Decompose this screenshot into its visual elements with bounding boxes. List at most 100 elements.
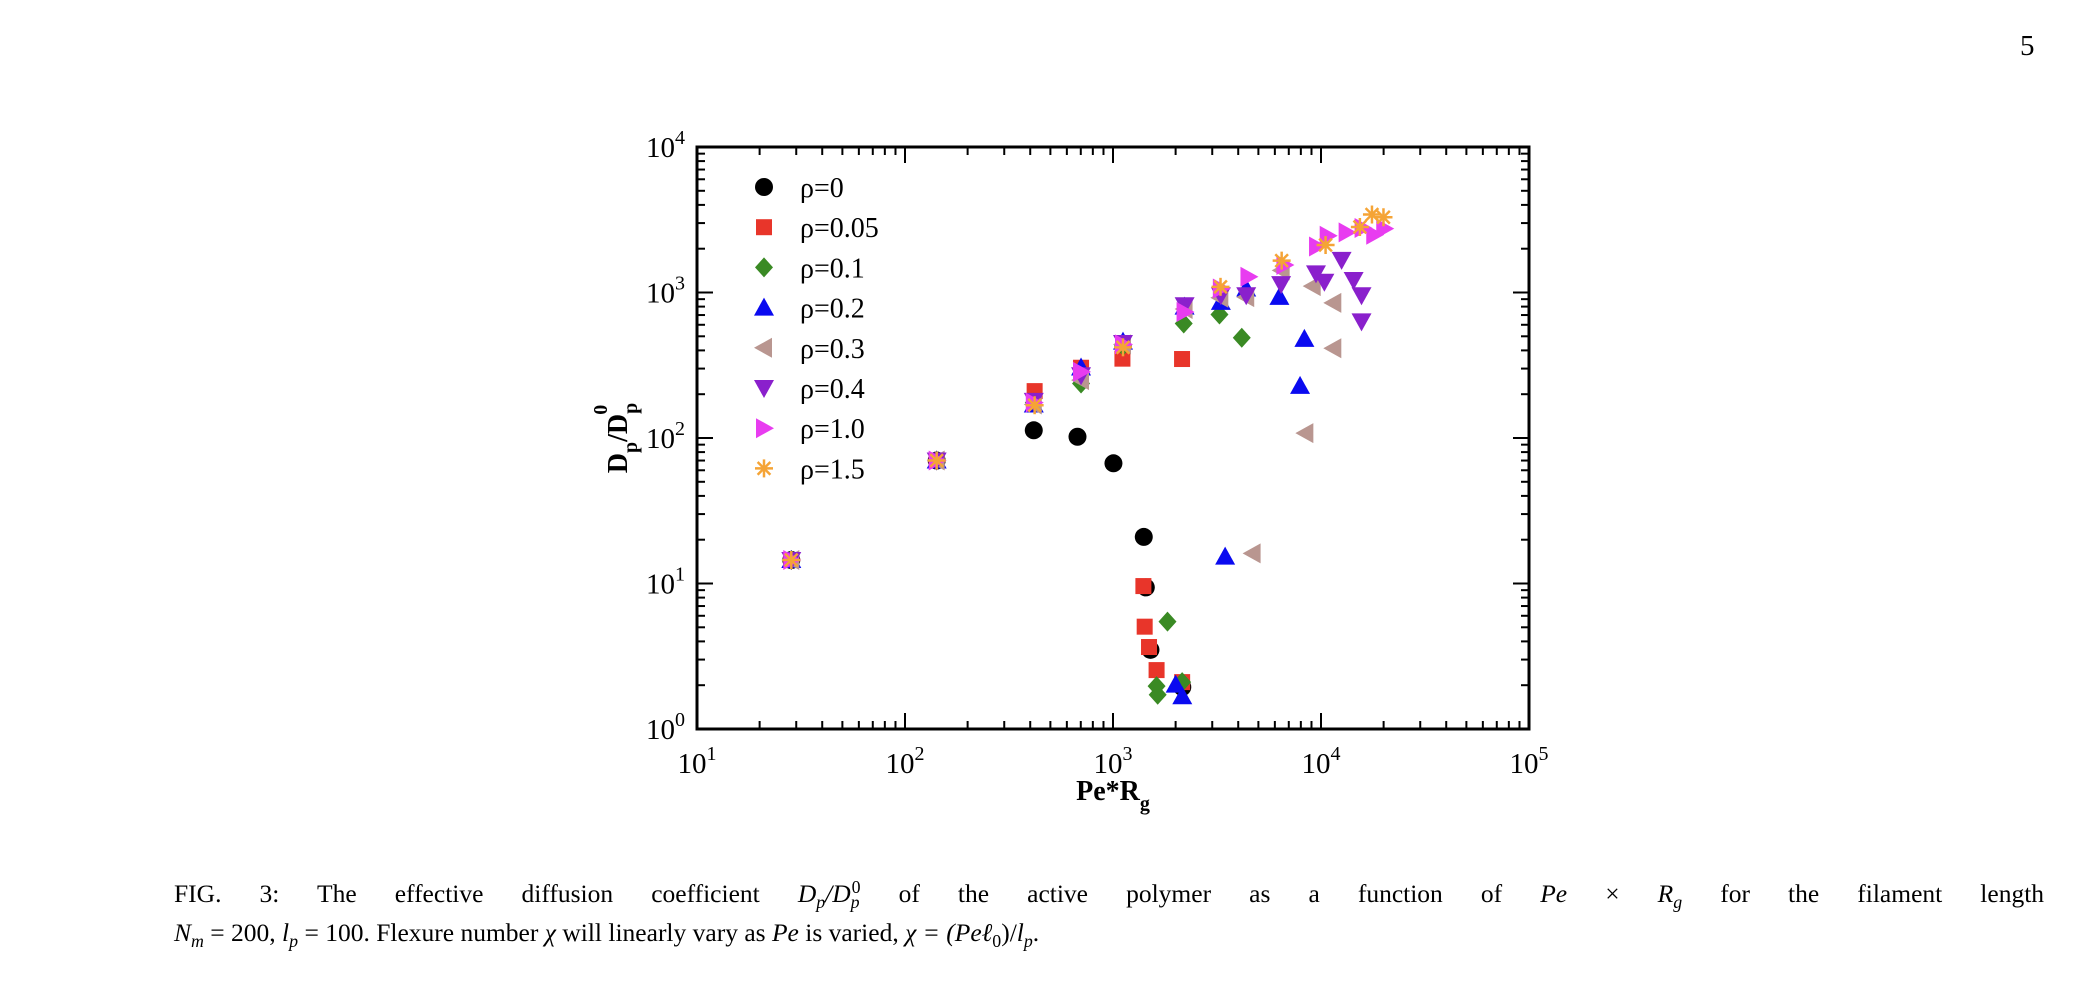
- square-marker-icon: [756, 219, 772, 236]
- data-point: [1240, 266, 1259, 287]
- math-nm: Nm = 200, lp = 100.: [174, 918, 370, 952]
- y-tick-label: 104: [646, 127, 685, 164]
- data-point: [1323, 338, 1342, 359]
- data-point: [1294, 328, 1315, 347]
- data-point: [1232, 327, 1251, 348]
- caption-text: of the active polymer as a function of: [898, 879, 1503, 908]
- legend-item: ρ=0: [755, 173, 844, 204]
- data-point: [1309, 236, 1328, 257]
- data-point: [1104, 454, 1123, 473]
- triangle-right-marker-icon: [756, 418, 774, 439]
- data-point: [1068, 427, 1087, 446]
- data-point: [1271, 276, 1292, 295]
- y-tick-label: 103: [646, 273, 685, 310]
- math-pe: Pe: [771, 918, 799, 947]
- triangle-down-marker-icon: [754, 380, 774, 398]
- data-point: [1331, 251, 1352, 270]
- caption-line-2: Nm = 200, lp = 100. Flexure number χ wil…: [174, 913, 2044, 952]
- data-point: [1165, 674, 1186, 693]
- legend-label: ρ=0.2: [800, 294, 865, 325]
- data-point: [1272, 251, 1291, 270]
- data-point: [1024, 421, 1043, 440]
- x-tick-label: 104: [1302, 743, 1341, 780]
- data-point: [1114, 350, 1131, 367]
- data-point: [1351, 287, 1372, 306]
- x-tick-label: 103: [1094, 743, 1133, 780]
- series-1.0-markers: [783, 218, 1395, 571]
- figure-label: FIG. 3:: [174, 879, 280, 908]
- data-point: [1174, 351, 1191, 368]
- data-point: [1134, 527, 1153, 546]
- data-point: [1176, 301, 1195, 322]
- series-0.3-markers: [781, 260, 1342, 571]
- legend-label: ρ=0: [800, 173, 844, 204]
- data-point: [1148, 662, 1165, 679]
- data-point: [1073, 361, 1092, 382]
- data-markers: [781, 205, 1395, 705]
- data-point: [1025, 396, 1044, 415]
- data-point: [1141, 639, 1158, 656]
- math-dp-ratio: Dp/Dp0: [797, 876, 861, 913]
- data-point: [1314, 273, 1335, 292]
- legend-label: ρ=0.1: [800, 253, 865, 284]
- data-point: [1374, 208, 1393, 227]
- data-point: [1350, 217, 1369, 236]
- math-chi-formula: χ = (Peℓ0)/lp.: [905, 918, 1040, 952]
- triangle-left-marker-icon: [754, 337, 772, 358]
- data-point: [1290, 375, 1311, 394]
- y-tick-label: 101: [646, 564, 685, 601]
- data-point: [1366, 224, 1385, 245]
- legend-item: ρ=0.1: [755, 253, 865, 284]
- data-point: [1362, 205, 1381, 224]
- data-point: [1338, 222, 1357, 243]
- scatter-plot: ρ=0ρ=0.05ρ=0.1ρ=0.2ρ=0.3ρ=0.4ρ=1.0ρ=1.5 …: [590, 127, 1549, 815]
- data-point: [1319, 225, 1338, 246]
- data-point: [1269, 286, 1290, 305]
- series-1.5-markers: [782, 205, 1393, 570]
- legend-item: ρ=0.4: [754, 374, 865, 405]
- asterisk-marker-icon: [755, 459, 773, 478]
- data-point: [1211, 277, 1230, 296]
- data-point: [1316, 236, 1335, 255]
- caption-text: is varied,: [805, 918, 899, 947]
- legend-label: ρ=0.3: [800, 334, 865, 365]
- caption-text: will linearly vary as: [562, 918, 766, 947]
- legend-label: ρ=1.0: [800, 414, 865, 445]
- data-point: [1113, 338, 1132, 357]
- x-axis-label: Pe*Rg: [1076, 776, 1150, 815]
- data-point: [927, 451, 946, 470]
- data-point: [1135, 578, 1152, 595]
- legend-item: ρ=0.05: [756, 213, 879, 244]
- page-number: 5: [2020, 30, 2035, 62]
- plot-frame: [695, 145, 1531, 731]
- data-point: [1136, 618, 1153, 635]
- legend-item: ρ=0.2: [754, 294, 865, 325]
- data-point: [1148, 684, 1167, 705]
- legend-label: ρ=1.5: [800, 454, 865, 485]
- caption-text: The effective diffusion coefficient: [317, 879, 760, 908]
- circle-marker-icon: [755, 178, 773, 196]
- y-tick-label: 102: [646, 418, 685, 455]
- data-point: [1158, 611, 1177, 632]
- y-axis-label: Dp/Dp0: [590, 403, 642, 473]
- data-point: [1236, 287, 1257, 306]
- legend-item: ρ=0.3: [754, 334, 865, 365]
- caption-text: for the filament length: [1720, 879, 2045, 908]
- legend-item: ρ=1.5: [755, 454, 865, 485]
- math-pe-rg: Pe × Rg: [1540, 879, 1683, 913]
- x-tick-label: 102: [886, 743, 925, 780]
- data-point: [1343, 272, 1364, 291]
- data-point: [1174, 297, 1195, 316]
- data-point: [1376, 218, 1395, 239]
- caption-text: Flexure number: [376, 918, 539, 947]
- legend-item: ρ=1.0: [756, 414, 865, 445]
- math-chi: χ: [544, 918, 556, 947]
- data-point: [782, 551, 801, 570]
- data-point: [1351, 313, 1372, 332]
- legend: ρ=0 ρ=0.05 ρ=0.1 ρ=0.2 ρ=0.3 ρ=0.4 ρ=1.0 ρ=1.5: [754, 173, 879, 485]
- data-point: [1295, 423, 1314, 444]
- data-point: [1323, 292, 1342, 313]
- figure-caption: FIG. 3: The effective diffusion coeffici…: [174, 874, 2044, 952]
- triangle-up-marker-icon: [754, 297, 774, 316]
